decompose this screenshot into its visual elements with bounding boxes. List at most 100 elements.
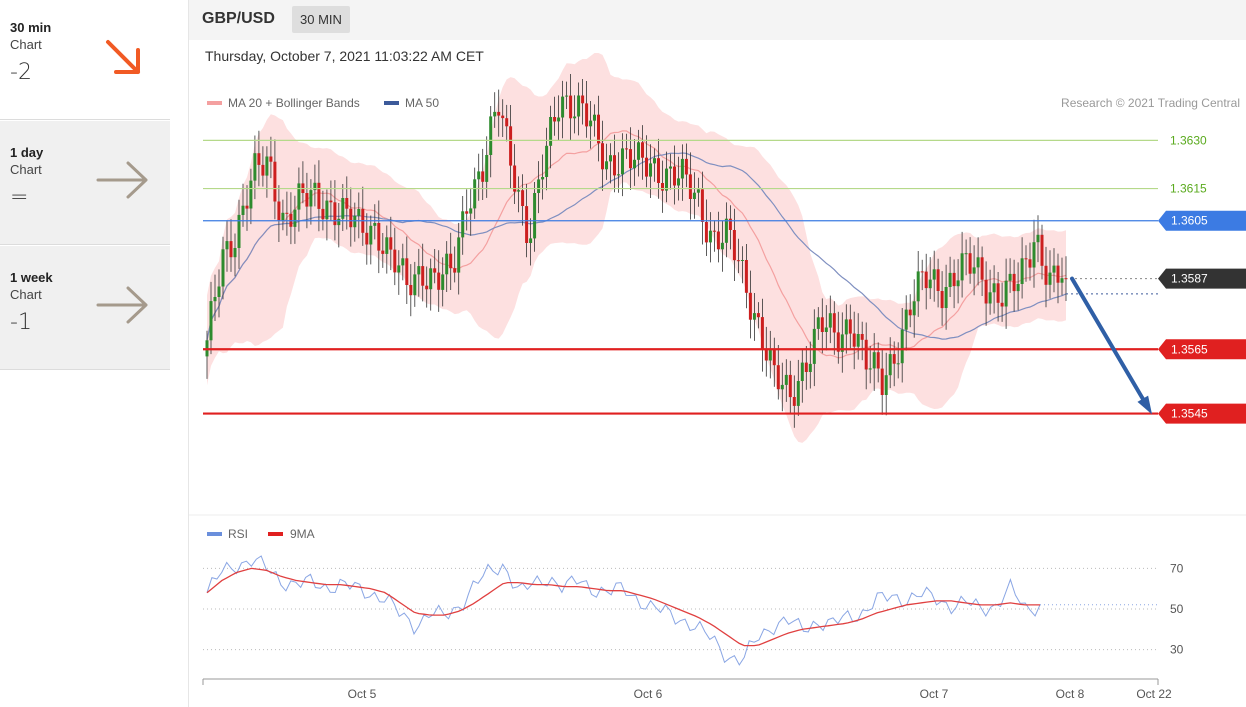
timeframe-sub: Chart	[10, 287, 42, 302]
candle	[373, 204, 377, 240]
rsi-ma-line	[206, 567, 1040, 647]
candle	[285, 191, 289, 236]
candle	[680, 144, 684, 201]
candle	[217, 269, 221, 318]
rsi-line	[206, 555, 1041, 666]
candle	[1016, 262, 1020, 311]
candle	[744, 244, 748, 309]
candle	[413, 261, 417, 307]
candle	[537, 161, 541, 214]
candle	[1028, 242, 1032, 281]
timeframe-name: 1 day	[10, 145, 44, 160]
candle	[261, 146, 265, 187]
timeframe-badge[interactable]: 30 MIN	[292, 6, 350, 33]
candle	[429, 258, 433, 311]
candle	[1060, 257, 1064, 296]
level-badge: 1.3565	[1158, 339, 1246, 360]
level-label: 1.3630	[1170, 133, 1207, 147]
candle	[597, 95, 600, 162]
candle	[776, 345, 780, 400]
candle	[269, 136, 273, 179]
candle	[453, 246, 457, 283]
candle	[325, 189, 329, 241]
candle	[437, 250, 441, 312]
candle	[569, 74, 573, 141]
candle	[517, 176, 521, 213]
level-badge-label: 1.3565	[1171, 342, 1208, 356]
candle	[277, 185, 281, 242]
candle	[972, 245, 976, 296]
level-badge-label: 1.3587	[1171, 272, 1208, 286]
candle	[760, 298, 764, 372]
candle	[293, 195, 297, 244]
candle	[908, 294, 912, 328]
candle	[309, 179, 313, 225]
timeframe-score: -2	[10, 60, 32, 85]
candle	[736, 238, 740, 274]
candle	[1040, 224, 1044, 280]
candle	[1052, 248, 1056, 293]
candle	[637, 129, 640, 177]
candle	[976, 237, 980, 286]
candle	[505, 104, 509, 142]
candle	[441, 257, 445, 307]
candle	[1036, 215, 1040, 263]
candle	[1008, 258, 1012, 293]
timeframe-1day[interactable]: 1 day Chart =	[0, 121, 170, 245]
candle	[509, 105, 513, 188]
x-tick-label: Oct 22	[1136, 687, 1172, 701]
candle	[233, 233, 237, 277]
candle	[696, 177, 700, 207]
candle	[856, 313, 860, 360]
legend-ma50-label: MA 50	[405, 96, 439, 110]
candle	[621, 133, 624, 197]
timeframe-score: -1	[10, 310, 32, 335]
candle	[497, 89, 501, 137]
candle	[900, 308, 904, 383]
candle	[593, 104, 596, 137]
candle	[385, 225, 389, 274]
candle	[940, 271, 944, 326]
timeframe-score: =	[10, 185, 29, 210]
candle	[653, 148, 656, 182]
candle	[665, 151, 668, 203]
rsi-level-label: 30	[1170, 643, 1184, 657]
candle	[225, 220, 229, 272]
candle	[924, 253, 928, 310]
candle	[928, 257, 932, 300]
candle	[349, 187, 353, 247]
arrow-right-icon	[96, 161, 148, 199]
candle	[477, 153, 481, 201]
candle	[329, 180, 333, 221]
candle	[381, 233, 385, 268]
candle	[469, 187, 473, 236]
candle	[433, 249, 437, 284]
candle	[792, 375, 796, 428]
chart-header: GBP/USD 30 MIN	[189, 0, 1246, 40]
timeframe-name: 1 week	[10, 270, 53, 285]
candle	[868, 345, 872, 384]
panel-divider	[188, 0, 189, 707]
candle	[840, 312, 844, 373]
candle	[692, 172, 696, 219]
candle	[501, 99, 505, 137]
rsi-level-label: 70	[1170, 561, 1184, 575]
candle	[549, 105, 553, 169]
candle	[245, 185, 249, 231]
candle	[365, 213, 369, 265]
timeframe-30min[interactable]: 30 min Chart -2	[0, 0, 170, 120]
candle	[613, 134, 616, 193]
level-label: 1.3615	[1170, 182, 1207, 196]
candle	[888, 337, 892, 389]
candle	[904, 295, 908, 351]
candle	[812, 309, 816, 387]
candle	[768, 330, 772, 379]
candle	[832, 301, 836, 355]
level-badge: 1.3605	[1158, 210, 1246, 231]
candle	[720, 220, 724, 272]
candle	[601, 120, 604, 191]
candle	[948, 256, 952, 297]
candle	[756, 302, 760, 329]
symbol-title: GBP/USD	[202, 10, 275, 27]
timeframe-1week[interactable]: 1 week Chart -1	[0, 246, 170, 370]
